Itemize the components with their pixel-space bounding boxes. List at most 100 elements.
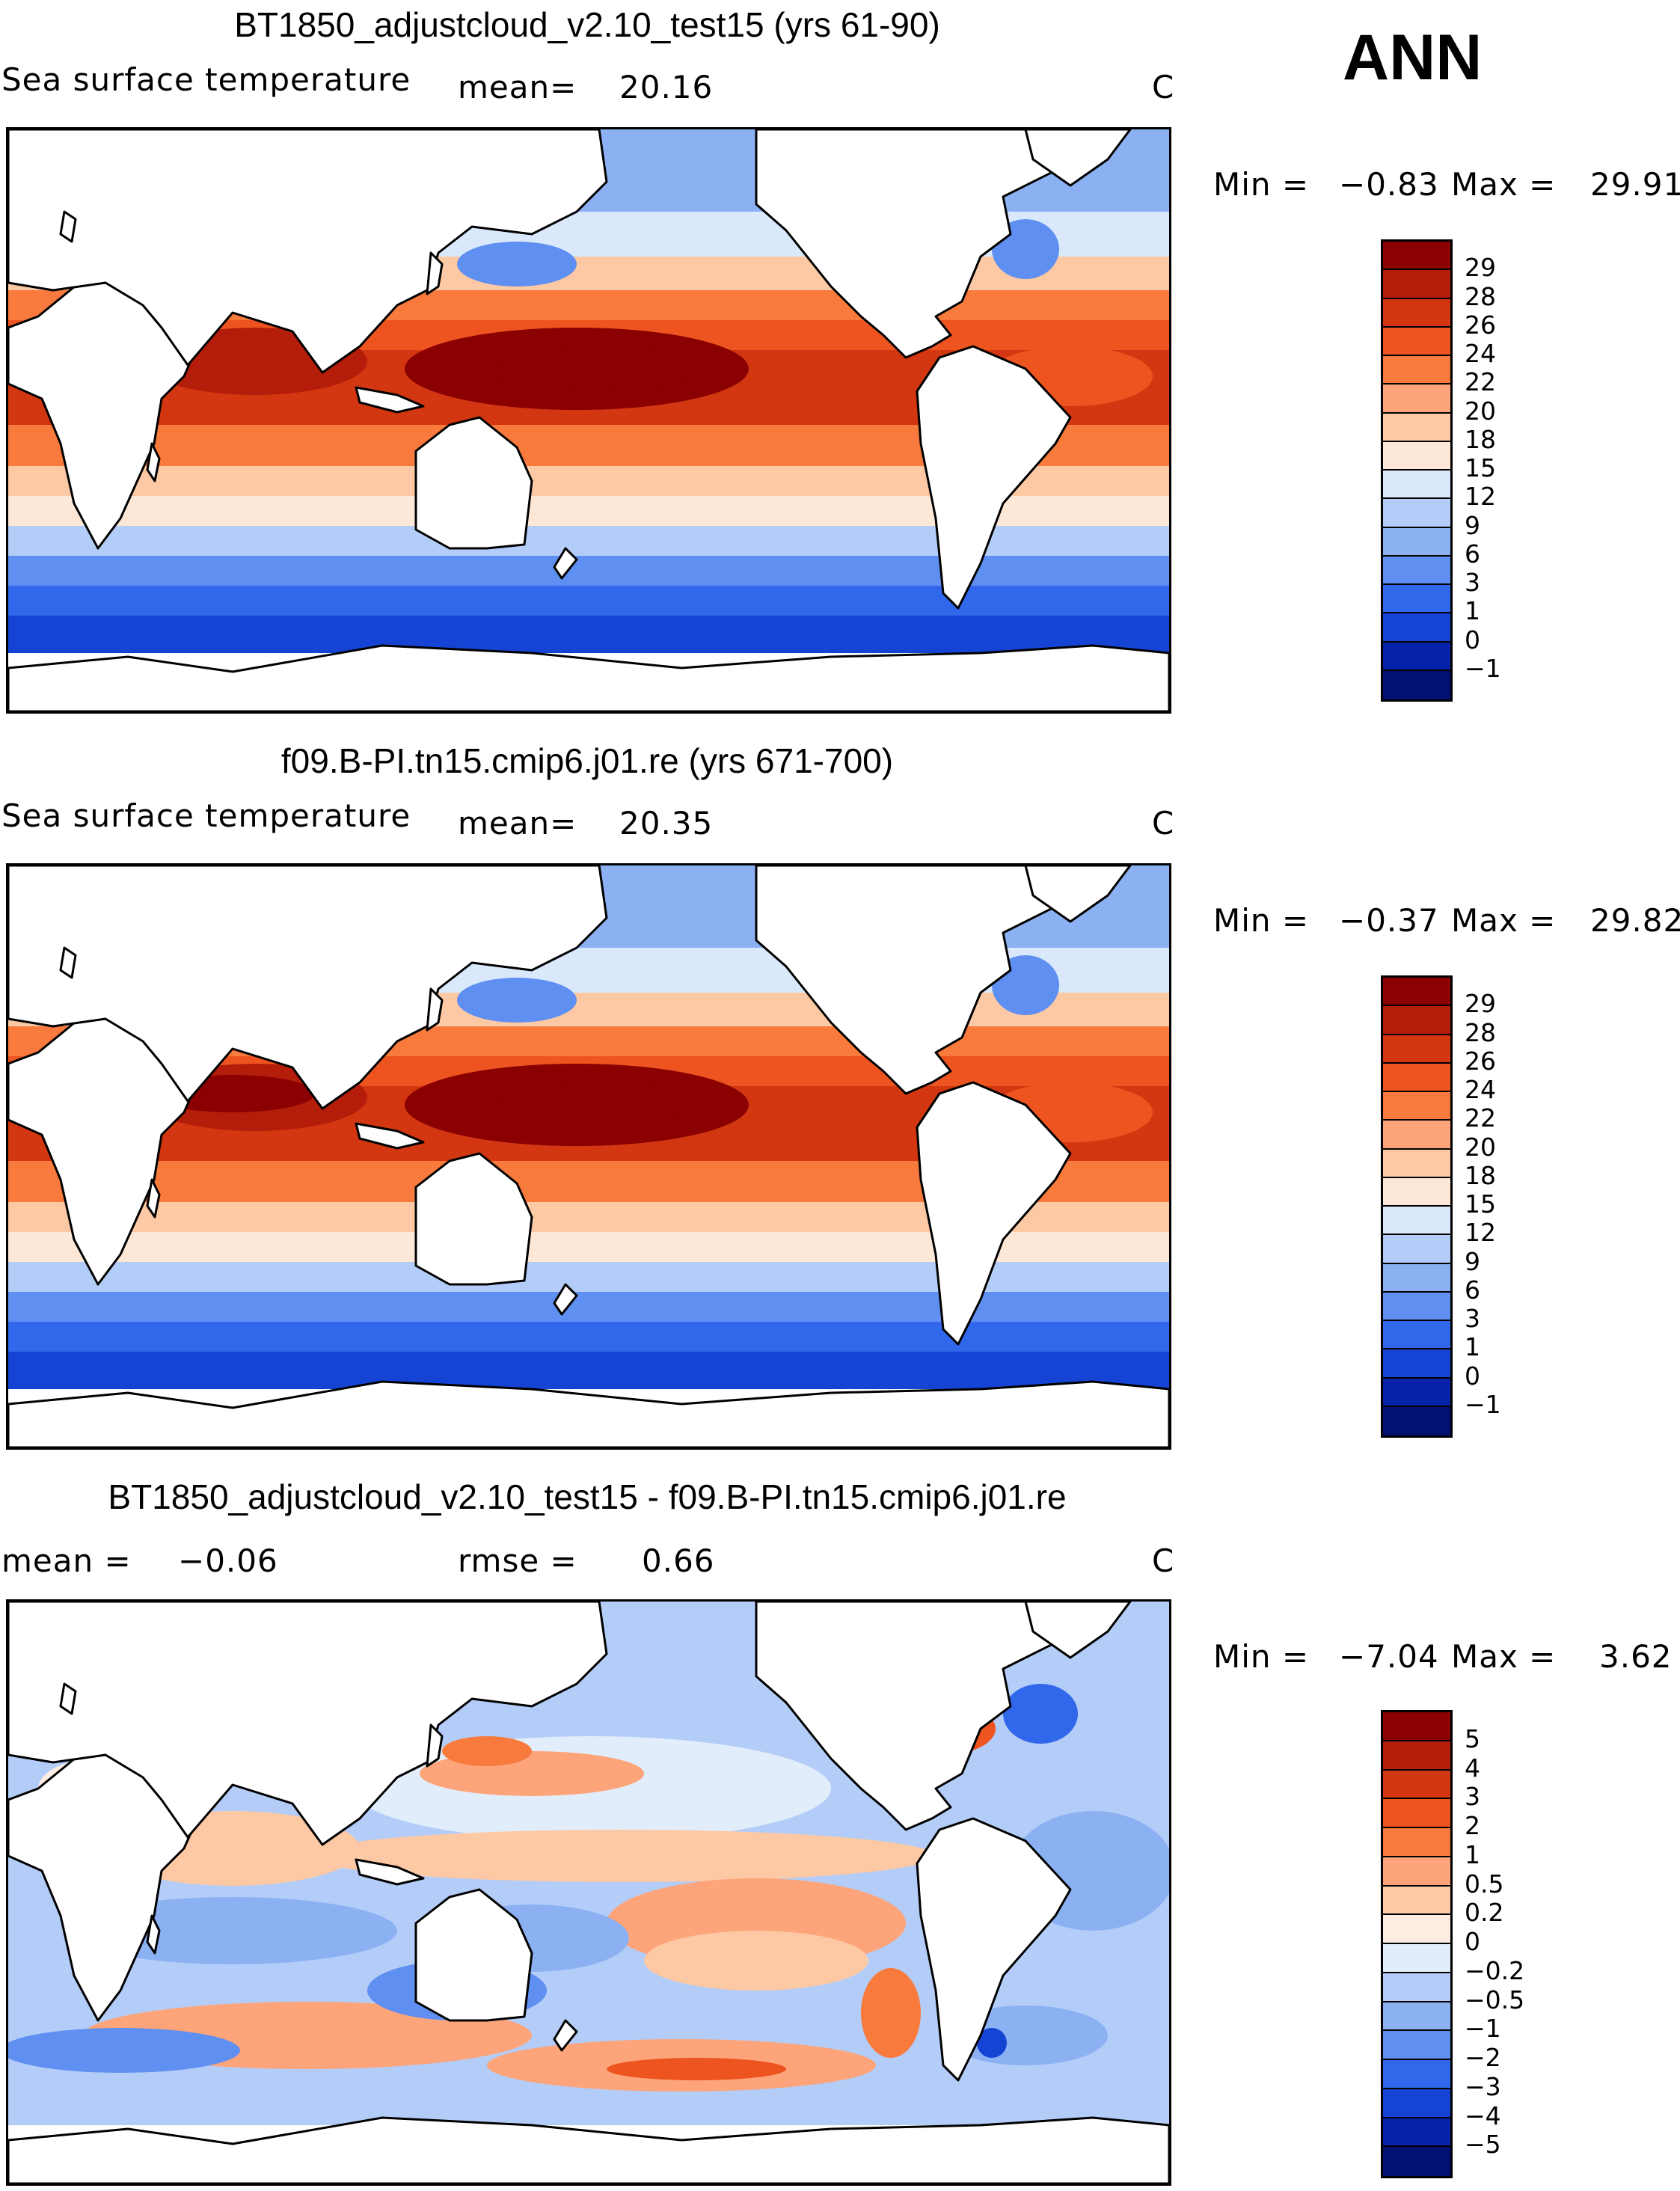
land-uk (59, 946, 77, 979)
colorbar-tick-label: 29 (1465, 253, 1496, 283)
panel2-min-value: −0.37 (1339, 902, 1439, 939)
sst-band (8, 1352, 1169, 1389)
colorbar-swatch (1383, 1973, 1450, 2002)
colorbar-tick-label: −0.5 (1465, 1985, 1525, 2014)
colorbar-tick-label: 0 (1465, 625, 1480, 655)
panel2-mean-value: 20.35 (619, 805, 714, 842)
colorbar-tick-label: 1 (1465, 1839, 1480, 1869)
colorbar-tick-label: 0.5 (1465, 1869, 1504, 1899)
colorbar-swatch (1383, 585, 1450, 614)
colorbar-tick-label: 20 (1465, 1132, 1496, 1162)
land-madagascar (146, 1914, 161, 1955)
colorbar-tick-label: 24 (1465, 339, 1496, 368)
panel1-title: BT1850_adjustcloud_v2.10_test15 (yrs 61-… (234, 5, 940, 44)
colorbar-tick-label: 4 (1465, 1753, 1480, 1783)
panel2-colorbar-ticks: 29 28 26 24 22 20 18 15 12 9 6 3 1 0 −1 (1465, 975, 1577, 1438)
sst-band (8, 526, 1169, 556)
colorbar-swatch (1383, 1770, 1450, 1800)
land-north-america (755, 865, 1132, 1095)
colorbar-tick-label: 9 (1465, 510, 1480, 540)
colorbar-swatch (1383, 1006, 1450, 1035)
land-greenland (1024, 865, 1132, 923)
colorbar-swatch (1383, 1207, 1450, 1236)
diff-anomaly (1003, 1684, 1078, 1744)
colorbar-tick-label: 22 (1465, 367, 1496, 397)
land-indonesia (355, 1122, 425, 1150)
colorbar-swatch (1383, 1092, 1450, 1121)
colorbar-swatch (1383, 242, 1450, 271)
colorbar-swatch (1383, 1828, 1450, 1857)
colorbar-swatch (1383, 2002, 1450, 2032)
panel1-min-value: −0.83 (1339, 166, 1439, 203)
colorbar-tick-label: 22 (1465, 1103, 1496, 1133)
land-new-zealand (553, 2019, 578, 2052)
panel2-max-label: Max = (1451, 902, 1557, 939)
land-japan (426, 987, 444, 1032)
colorbar-tick-label: 1 (1465, 1332, 1480, 1362)
colorbar-tick-label: 15 (1465, 1189, 1496, 1219)
panel1-colorbar-ticks: 29 28 26 24 22 20 18 15 12 9 6 3 1 0 −1 (1465, 239, 1577, 702)
colorbar-swatch (1383, 642, 1450, 671)
colorbar-swatch (1383, 1063, 1450, 1092)
colorbar-tick-label: −0.2 (1465, 1955, 1525, 1985)
colorbar-swatch (1383, 384, 1450, 414)
panel3-min-value: −7.04 (1339, 1638, 1439, 1675)
panel3-mean-value: −0.06 (178, 1542, 278, 1579)
panel1-min-label: Min = (1213, 166, 1310, 203)
colorbar-swatch (1383, 327, 1450, 356)
land-japan (426, 251, 444, 295)
coastlines (8, 865, 1169, 1447)
sst-cold-patch (457, 978, 577, 1023)
colorbar-swatch (1383, 2147, 1450, 2176)
panel3-rmse-label: rmse = (458, 1542, 577, 1579)
panel3-units: C (1152, 1542, 1175, 1579)
panel3-colorbar-ticks: 5 4 3 2 1 0.5 0.2 0 −0.2 −0.5 −1 −2 −3 −4 −5 (1465, 1710, 1577, 2178)
colorbar-swatch (1383, 1886, 1450, 1916)
colorbar-swatch (1383, 441, 1450, 471)
colorbar-swatch (1383, 2089, 1450, 2118)
colorbar-tick-label: 6 (1465, 539, 1480, 569)
colorbar-tick-label: 24 (1465, 1075, 1496, 1104)
land-greenland (1024, 129, 1132, 187)
colorbar-swatch (1383, 978, 1450, 1007)
diff-anomaly (442, 1736, 532, 1766)
colorbar-swatch (1383, 2060, 1450, 2089)
sst-warm-pool (494, 346, 689, 391)
land-north-america (755, 1602, 1132, 1831)
colorbar-tick-label: −5 (1465, 2130, 1501, 2160)
colorbar-tick-label: 0 (1465, 1361, 1480, 1391)
sst-warm-pool (494, 1082, 689, 1127)
panel2-variable: Sea surface temperature (1, 797, 411, 834)
land-uk (59, 1682, 77, 1715)
land-eurasia (8, 865, 608, 1110)
colorbar-swatch (1383, 613, 1450, 643)
season-label: ANN (1343, 22, 1483, 94)
colorbar-tick-label: 6 (1465, 1275, 1480, 1305)
colorbar-swatch (1383, 413, 1450, 442)
colorbar-swatch (1383, 2118, 1450, 2148)
colorbar-swatch (1383, 1857, 1450, 1887)
panel1-mean-label: mean= (458, 69, 577, 105)
colorbar-tick-label: −3 (1465, 2071, 1501, 2101)
sst-band (8, 1322, 1169, 1352)
colorbar-swatch (1383, 356, 1450, 385)
colorbar-tick-label: 28 (1465, 1017, 1496, 1047)
colorbar-tick-label: 18 (1465, 1160, 1496, 1190)
panel2-map (6, 863, 1171, 1450)
colorbar-swatch (1383, 1406, 1450, 1435)
land-australia (414, 1152, 533, 1286)
colorbar-tick-label: 3 (1465, 568, 1480, 597)
sst-band (8, 616, 1169, 653)
sst-band (8, 556, 1169, 586)
land-new-zealand (553, 547, 578, 580)
land-eurasia (8, 1602, 608, 1846)
colorbar-tick-label: 12 (1465, 1218, 1496, 1248)
colorbar-tick-label: 18 (1465, 424, 1496, 454)
panel2-max-value: 29.82 (1590, 902, 1680, 939)
panel3-mean-label: mean = (1, 1542, 132, 1579)
colorbar-tick-label: 3 (1465, 1304, 1480, 1333)
colorbar-tick-label: −1 (1465, 1389, 1501, 1419)
panel3-map (6, 1599, 1171, 2186)
colorbar-swatch (1383, 1349, 1450, 1379)
colorbar-swatch (1383, 556, 1450, 585)
